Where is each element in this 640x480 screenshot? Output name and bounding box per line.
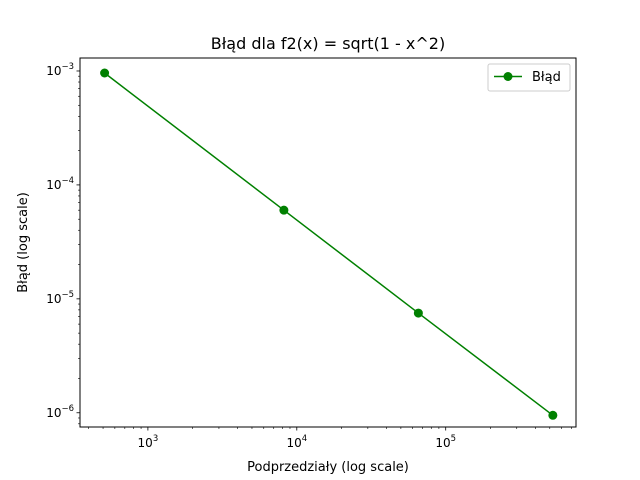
legend-frame: [487, 63, 571, 92]
legend-marker-swatch: [503, 72, 513, 81]
legend: Błąd: [487, 63, 571, 92]
series-layer: [100, 68, 558, 420]
y-tick-label: 10−4: [46, 176, 74, 192]
x-tick-label: 103: [138, 434, 159, 450]
legend-entry-label: Błąd: [532, 70, 561, 85]
data-point: [548, 410, 558, 420]
plot-area: [79, 57, 577, 428]
y-axis-label: Błąd (log scale): [16, 192, 31, 293]
y-axis: 10−3 10−4 10−5 10−6: [46, 62, 80, 425]
chart-title: Błąd dla f2(x) = sqrt(1 - x^2): [211, 34, 445, 53]
plot-frame: [79, 57, 577, 428]
y-tick-label: 10−6: [46, 404, 74, 420]
x-tick-label: 104: [286, 434, 307, 450]
x-axis-label: Podprzedziały (log scale): [247, 460, 409, 475]
x-axis: 103 104 105: [88, 427, 572, 450]
data-point: [279, 205, 289, 215]
y-tick-label: 10−3: [46, 62, 74, 78]
y-tick-label: 10−5: [46, 290, 74, 306]
series-line: [104, 72, 554, 416]
data-point: [100, 68, 110, 78]
data-point: [413, 308, 423, 318]
x-tick-label: 105: [435, 434, 456, 450]
